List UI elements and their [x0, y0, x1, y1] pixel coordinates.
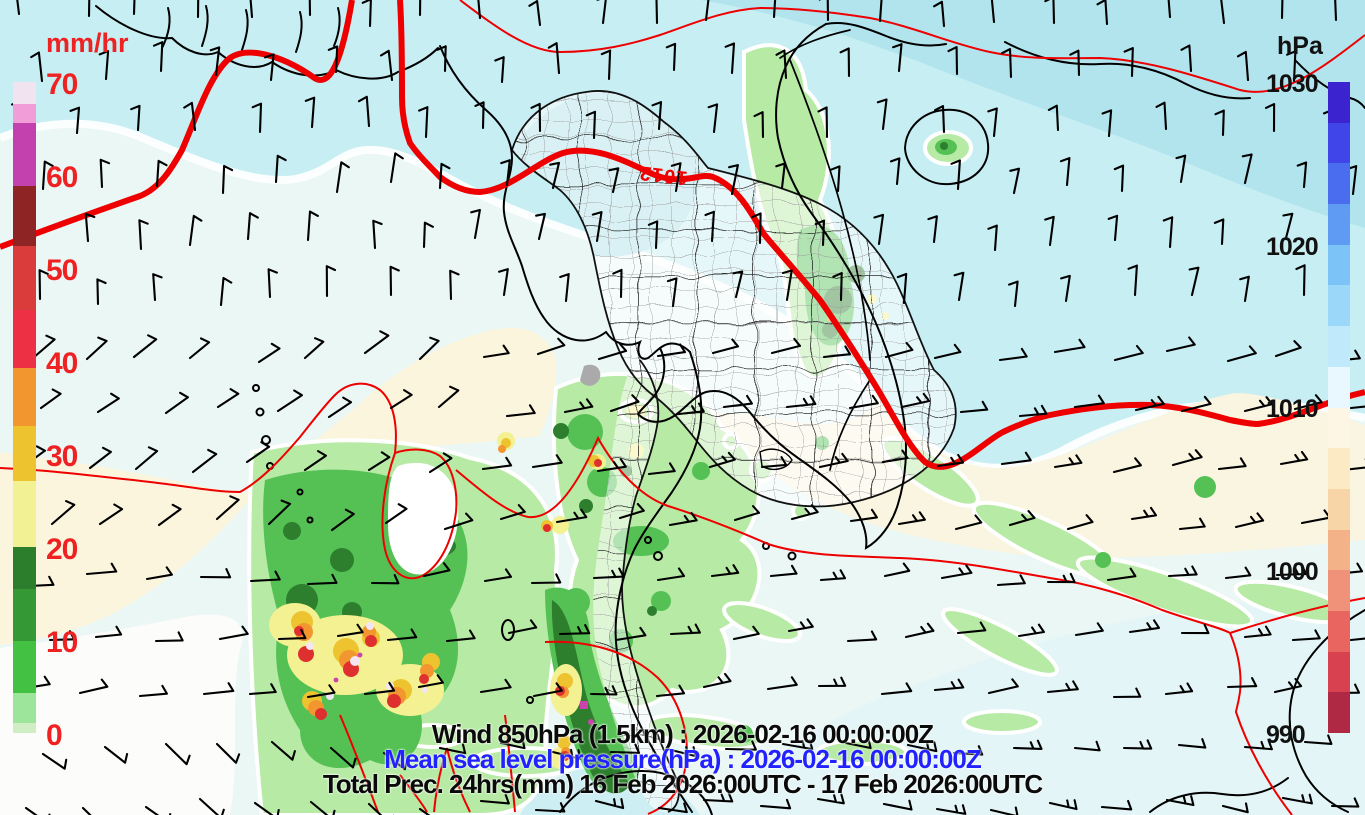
colorbar-segment [1328, 529, 1350, 571]
colorbar-segment [13, 82, 36, 104]
colorbar-segment [1328, 692, 1350, 733]
colorbar-tick-label: 1030 [1266, 70, 1319, 98]
colorbar-segment [13, 693, 36, 723]
caption-wind: Wind 850hPa (1.5km) : 2026-02-16 00:00:0… [431, 719, 934, 749]
colorbar-segment [13, 123, 36, 186]
colorbar-segment [1328, 82, 1350, 123]
colorbar-tick-label: 1020 [1266, 233, 1319, 261]
colorbar-segment [13, 310, 36, 368]
colorbar-segment [13, 246, 36, 310]
colorbar-segment [1328, 122, 1350, 164]
colorbar-segment [1328, 407, 1350, 449]
colorbar-segment [1328, 366, 1350, 408]
colorbar-segment [1328, 610, 1350, 652]
colorbar-tick-label: 40 [46, 347, 78, 380]
colorbar-tick-label: 20 [46, 533, 78, 566]
colorbar-segment [1328, 204, 1350, 245]
caption-precip: Total Prec. 24hrs(mm) 16 Feb 2026:00UTC … [322, 769, 1043, 799]
colorbar-segment [1328, 326, 1350, 367]
colorbar-segment [13, 589, 36, 641]
colorbar-tick-label: 10 [46, 626, 78, 659]
caption-mslp: Mean sea level pressure(hPa) : 2026-02-1… [384, 744, 981, 774]
dry-slot [388, 462, 459, 575]
colorbar-segment [1328, 244, 1350, 286]
bangkok-urban-area [580, 364, 601, 386]
colorbar-segment [1328, 285, 1350, 327]
colorbar-tick-label: 1010 [1266, 395, 1319, 423]
colorbar-tick-label: 60 [46, 161, 78, 194]
colorbar-segment [1328, 570, 1350, 611]
colorbar-tick-label: 30 [46, 440, 78, 473]
pressure-scale-title: hPa [1277, 32, 1323, 60]
precip-scale-title: mm/hr [46, 28, 129, 58]
colorbar-tick-label: 1000 [1266, 558, 1319, 586]
precipitation-red [294, 459, 602, 761]
colorbar-segment [1328, 651, 1350, 693]
colorbar-segment [1328, 488, 1350, 530]
colorbar-segment [13, 426, 36, 481]
colorbar-segment [13, 104, 36, 123]
colorbar-tick-label: 990 [1266, 721, 1306, 749]
colorbar-segment [1328, 163, 1350, 205]
colorbar-tick-label: 70 [46, 68, 78, 101]
wind-barbs [11, 0, 1365, 815]
colorbar-segment [13, 641, 36, 693]
colorbar-tick-label: 50 [46, 254, 78, 287]
wind-barb-glyphs [11, 0, 1365, 815]
colorbar-segment [13, 368, 36, 426]
coastlines [95, 5, 1365, 815]
colorbar-tick-label: 0 [46, 719, 63, 752]
colorbar-segment [13, 481, 36, 547]
pressure-colorbar [1328, 82, 1350, 733]
precip-colorbar [13, 82, 36, 733]
colorbar-segment [13, 723, 36, 733]
colorbar-segment [1328, 448, 1350, 489]
colorbar-segment [13, 547, 36, 589]
colorbar-segment [13, 186, 36, 246]
